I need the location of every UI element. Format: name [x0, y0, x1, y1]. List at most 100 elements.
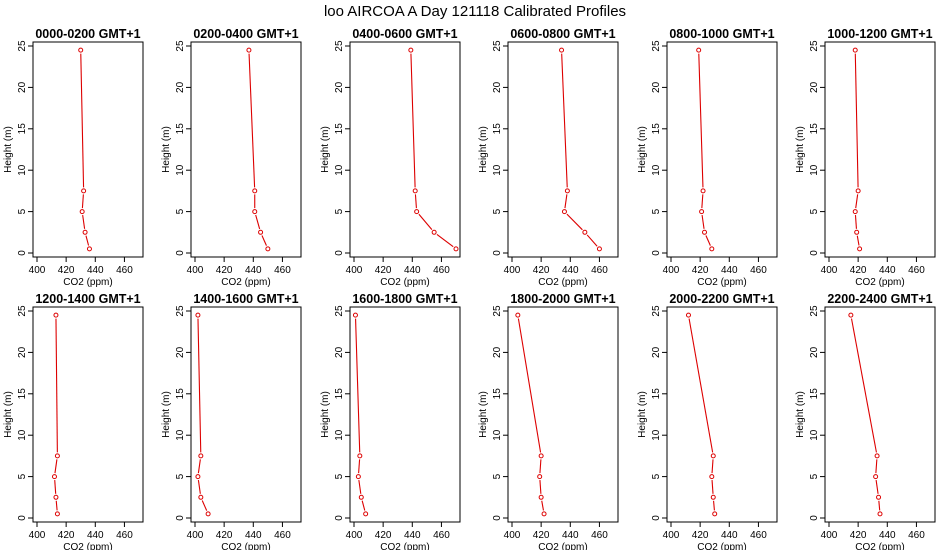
data-point: [877, 511, 883, 517]
y-tick-label: 0: [334, 250, 345, 256]
series-segment: [539, 480, 542, 494]
series-segment: [85, 235, 90, 246]
x-tick-label: 400: [187, 265, 204, 276]
y-tick-label: 20: [334, 346, 345, 358]
y-axis-label: Height (m): [637, 391, 648, 438]
series-segment: [55, 318, 58, 453]
data-point: [702, 229, 708, 235]
data-point: [195, 474, 201, 480]
series-segment: [539, 459, 542, 474]
y-tick-label: 10: [175, 429, 186, 441]
y-tick-label: 0: [175, 515, 186, 521]
x-tick-label: 400: [29, 265, 46, 276]
y-tick-label: 15: [809, 388, 820, 400]
x-tick-label: 460: [750, 530, 767, 541]
x-tick-label: 460: [908, 530, 925, 541]
data-point: [700, 188, 706, 194]
plot-frame: [507, 41, 619, 258]
x-tick-label: 460: [116, 530, 133, 541]
series-segment: [197, 479, 201, 494]
x-tick-label: 420: [692, 265, 709, 276]
y-tick-label: 0: [651, 250, 662, 256]
y-tick-label: 5: [334, 208, 345, 214]
x-tick-label: 440: [87, 265, 104, 276]
plot-frame: [666, 41, 778, 258]
x-tick-label: 440: [245, 265, 262, 276]
data-point: [696, 47, 702, 53]
series-segment: [854, 53, 859, 188]
data-point: [363, 511, 369, 517]
panel-title: 1600-1800 GMT+1: [352, 292, 457, 306]
y-tick-label: 10: [334, 164, 345, 176]
y-tick-label: 5: [17, 473, 28, 479]
y-tick-label: 10: [492, 164, 503, 176]
x-tick-label: 400: [187, 530, 204, 541]
chart-panel: 0000-0200 GMT+1 400 420 440 460 0 5 10 15 20 25 CO2…: [3, 27, 144, 288]
x-tick-label: 400: [29, 530, 46, 541]
x-tick-label: 420: [850, 265, 867, 276]
y-tick-label: 10: [334, 429, 345, 441]
series-segment: [248, 53, 256, 188]
x-axis-label: CO2 (ppm): [538, 277, 587, 288]
x-tick-label: 460: [116, 265, 133, 276]
plot-frame: [32, 41, 144, 258]
plot-frame: [349, 306, 461, 523]
y-tick-label: 0: [334, 515, 345, 521]
x-tick-label: 420: [216, 530, 233, 541]
series-segment: [566, 213, 583, 231]
y-tick-label: 10: [809, 429, 820, 441]
y-tick-label: 0: [809, 250, 820, 256]
chart-panel: 1800-2000 GMT+1 400 420 440 460 0 5 10 15 20 25 CO2…: [478, 292, 619, 550]
y-axis-label: Height (m): [320, 126, 331, 173]
y-tick-label: 5: [175, 473, 186, 479]
data-point: [541, 511, 547, 517]
y-tick-label: 15: [809, 123, 820, 135]
series-segment: [711, 459, 714, 474]
y-tick-label: 0: [651, 515, 662, 521]
series-segment: [201, 500, 208, 511]
chart-panel: 2000-2200 GMT+1 400 420 440 460 0 5 10 15 20 25 CO2…: [637, 292, 778, 550]
chart-panel: 0200-0400 GMT+1 400 420 440 460 0 5 10 15 20 25 CO2…: [161, 27, 302, 288]
data-point: [709, 474, 715, 480]
x-tick-label: 440: [404, 530, 421, 541]
data-point: [876, 494, 882, 500]
x-axis-label: CO2 (ppm): [855, 542, 904, 550]
chart-panel: 0400-0600 GMT+1 400 420 440 460 0 5 10 15 20 25 CO2…: [320, 27, 461, 288]
y-tick-label: 20: [651, 81, 662, 93]
x-tick-label: 460: [274, 530, 291, 541]
x-tick-label: 460: [908, 265, 925, 276]
plot-frame: [824, 41, 936, 258]
y-tick-label: 5: [17, 208, 28, 214]
series-segment: [705, 235, 711, 246]
y-tick-label: 20: [334, 81, 345, 93]
series-segment: [361, 500, 366, 511]
plot-frame: [32, 306, 144, 523]
y-axis-label: Height (m): [478, 391, 489, 438]
data-point: [54, 511, 60, 517]
series-segment: [561, 53, 568, 188]
y-tick-label: 20: [651, 346, 662, 358]
x-tick-label: 400: [346, 265, 363, 276]
y-tick-label: 15: [17, 123, 28, 135]
data-point: [559, 47, 565, 53]
series-segment: [414, 194, 417, 209]
data-point: [710, 494, 716, 500]
x-axis-label: CO2 (ppm): [63, 542, 112, 550]
data-point: [537, 474, 543, 480]
x-axis-label: CO2 (ppm): [538, 542, 587, 550]
y-tick-label: 15: [492, 388, 503, 400]
y-tick-label: 25: [651, 40, 662, 52]
x-tick-label: 460: [433, 530, 450, 541]
x-tick-label: 440: [87, 530, 104, 541]
x-tick-label: 460: [274, 265, 291, 276]
data-point: [79, 209, 85, 215]
panel-title: 2000-2200 GMT+1: [669, 292, 774, 306]
series-segment: [711, 480, 714, 494]
y-tick-label: 5: [334, 473, 345, 479]
x-axis-label: CO2 (ppm): [855, 277, 904, 288]
chart-panel: 1400-1600 GMT+1 400 420 440 460 0 5 10 15 20 25 CO2…: [161, 292, 302, 550]
data-point: [855, 188, 861, 194]
x-tick-label: 400: [663, 530, 680, 541]
y-tick-label: 25: [809, 305, 820, 317]
y-tick-label: 25: [17, 40, 28, 52]
